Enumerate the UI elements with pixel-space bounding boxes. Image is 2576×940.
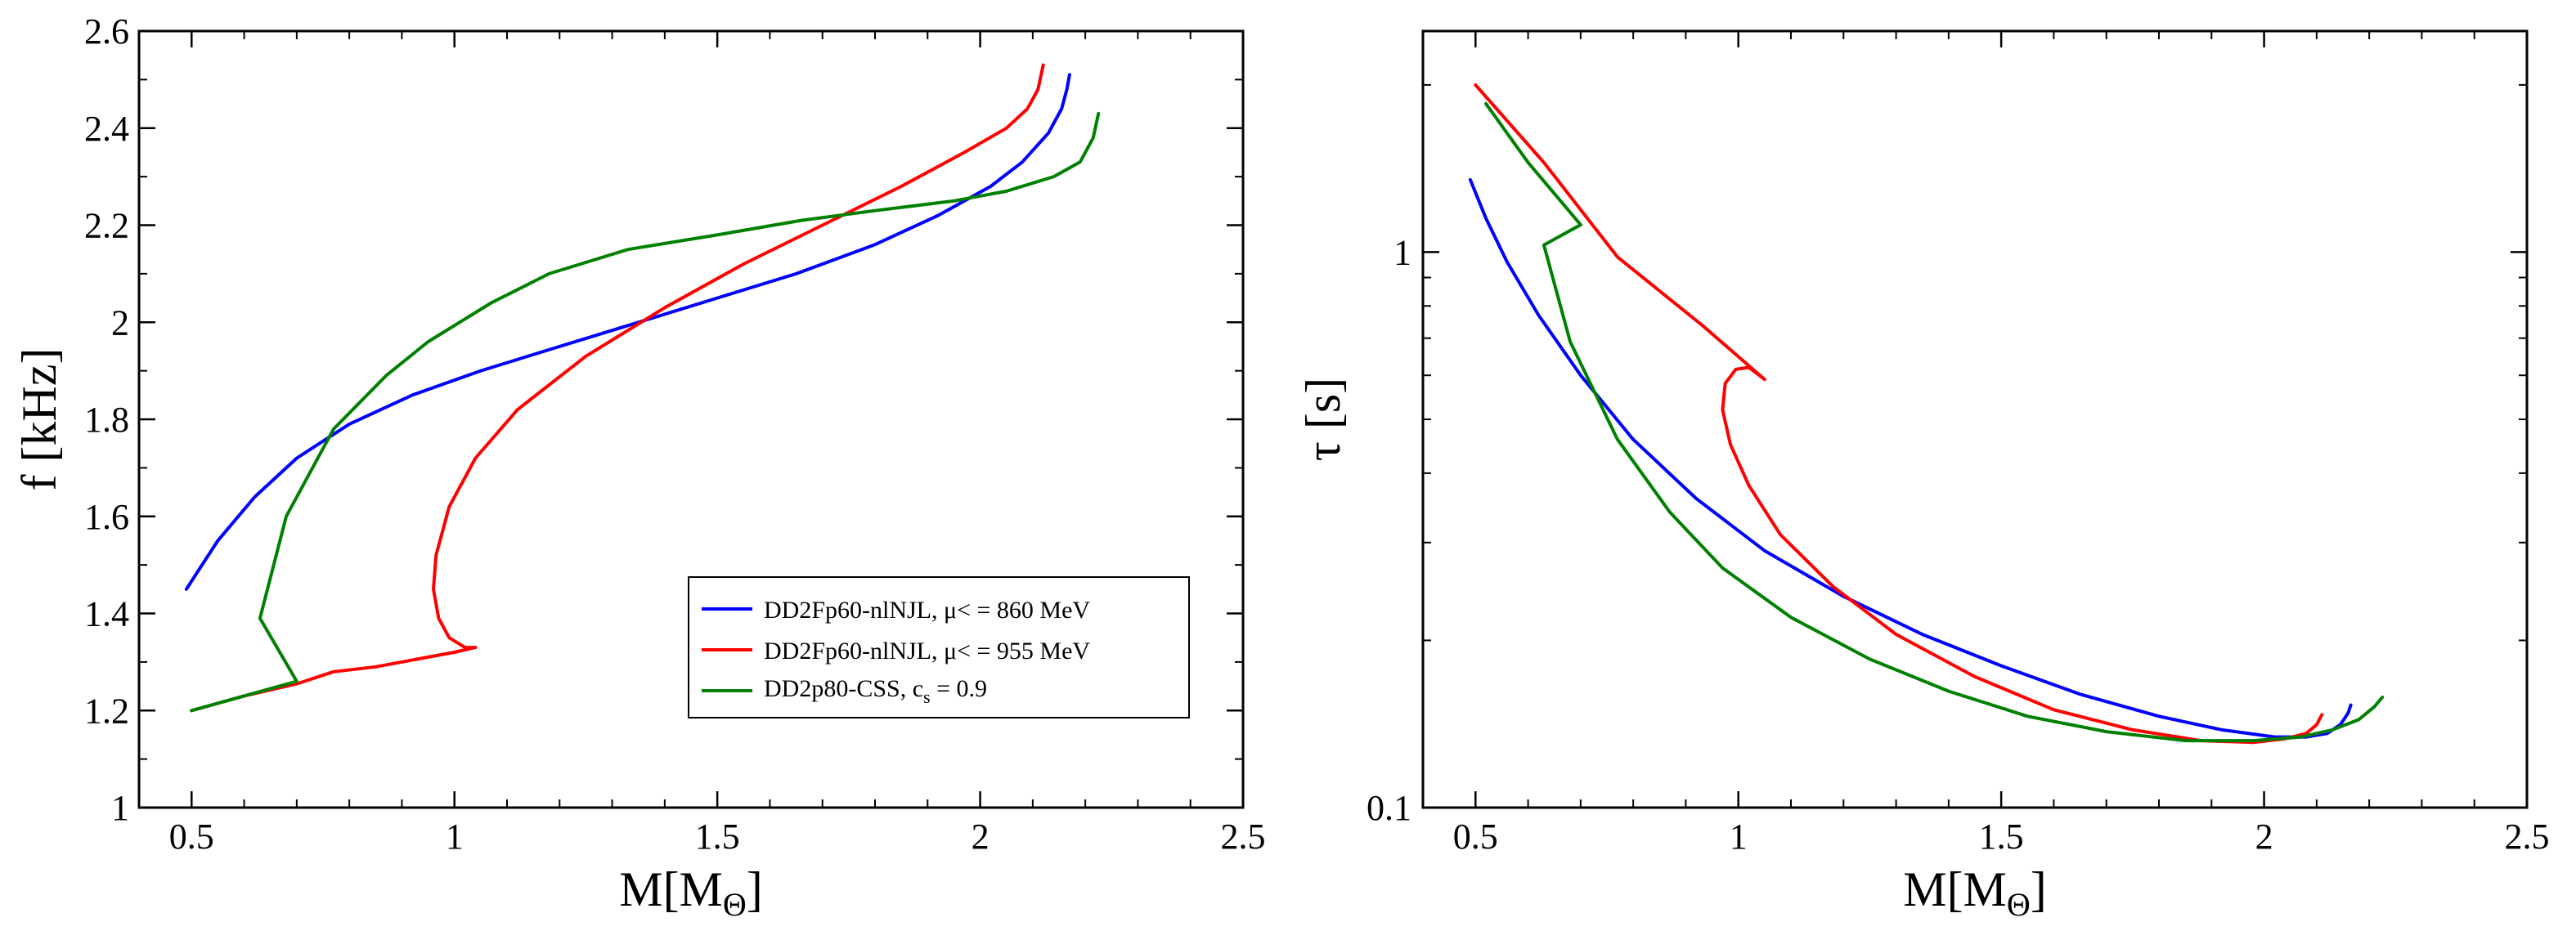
left-x-tick-label: 1 — [446, 817, 464, 857]
legend: DD2Fp60-nlNJL, μ< = 860 MeV DD2Fp60-nlNJ… — [688, 576, 1190, 718]
left-chart-frequency: 0.5 1 1.5 2 2.5 1 1.2 1.4 1.6 1.8 2 2.2 2.4 2.6 f [kH… — [12, 11, 1266, 923]
right-series-green-curve — [1484, 101, 2385, 743]
right-x-tick-label: 1 — [1730, 817, 1748, 857]
left-ticks — [139, 29, 1245, 809]
left-x-axis-label-close: ] — [747, 862, 763, 916]
left-plot-area-frame — [137, 29, 1245, 809]
left-x-tick-label: 2.5 — [1221, 817, 1266, 857]
right-ticks — [1423, 31, 2529, 809]
left-tick-labels: 0.5 1 1.5 2 2.5 1 1.2 1.4 1.6 1.8 2 2.2 2.4 2.6 — [84, 11, 1266, 857]
right-x-tick-label: 1.5 — [1979, 817, 2024, 857]
legend-label-green: DD2p80-CSS, cs = 0.9 — [764, 675, 987, 707]
right-series-lines — [1468, 83, 2385, 745]
legend-label-blue: DD2Fp60-nlNJL, μ< = 860 MeV — [764, 597, 1090, 624]
right-series-red-curve — [1474, 83, 2324, 745]
right-x-axis-label: M[MΘ] — [1903, 862, 2047, 923]
left-x-tick-label: 0.5 — [169, 817, 214, 857]
right-tick-labels: 0.5 1 1.5 2 2.5 0.1 1 — [1367, 232, 2550, 857]
right-x-tick-label: 2.5 — [2505, 817, 2550, 857]
legend-label-red: DD2Fp60-nlNJL, μ< = 955 MeV — [764, 638, 1090, 665]
left-x-axis-label: M[MΘ] — [619, 862, 763, 923]
left-y-tick-label: 2.6 — [84, 11, 129, 51]
right-x-axis-label-main: M[M — [1903, 862, 2007, 916]
legend-box — [688, 576, 1190, 718]
legend-label-green-main: DD2p80-CSS, c — [764, 675, 923, 702]
left-series-blue-curve — [184, 73, 1071, 591]
left-y-tick-label: 1.2 — [84, 691, 129, 731]
left-y-tick-label: 1.6 — [84, 497, 129, 537]
left-x-tick-label: 2 — [972, 817, 990, 857]
left-series-lines — [184, 63, 1101, 713]
right-y-tick-label: 1 — [1393, 232, 1411, 272]
left-y-tick-label: 1.4 — [84, 594, 129, 634]
left-x-axis-label-sub: Θ — [723, 886, 747, 923]
right-chart-damping-time: 0.5 1 1.5 2 2.5 0.1 1 τ [s] M[MΘ] — [1296, 29, 2550, 923]
left-y-tick-label: 1.8 — [84, 400, 129, 440]
right-y-axis-label: τ [s] — [1296, 378, 1350, 461]
right-x-tick-label: 0.5 — [1453, 817, 1498, 857]
left-y-axis-label: f [kHz] — [12, 348, 66, 491]
left-series-red-curve — [190, 63, 1045, 713]
left-series-green-curve — [190, 111, 1101, 713]
left-x-axis-label-main: M[M — [619, 862, 723, 916]
right-y-tick-label: 0.1 — [1367, 788, 1411, 828]
legend-label-green-tail: = 0.9 — [931, 675, 987, 702]
left-y-tick-label: 2 — [111, 302, 129, 342]
right-x-axis-label-close: ] — [2031, 862, 2047, 916]
legend-label-green-sub: s — [923, 687, 931, 707]
right-series-blue-curve — [1468, 177, 2353, 739]
left-y-tick-label: 2.2 — [84, 206, 129, 246]
right-x-axis-label-sub: Θ — [2007, 886, 2031, 923]
right-plot-area-frame — [1421, 29, 2529, 809]
right-x-tick-label: 2 — [2255, 817, 2273, 857]
left-y-tick-label: 2.4 — [84, 109, 129, 149]
left-x-tick-label: 1.5 — [695, 817, 740, 857]
left-y-tick-label: 1 — [111, 788, 129, 828]
